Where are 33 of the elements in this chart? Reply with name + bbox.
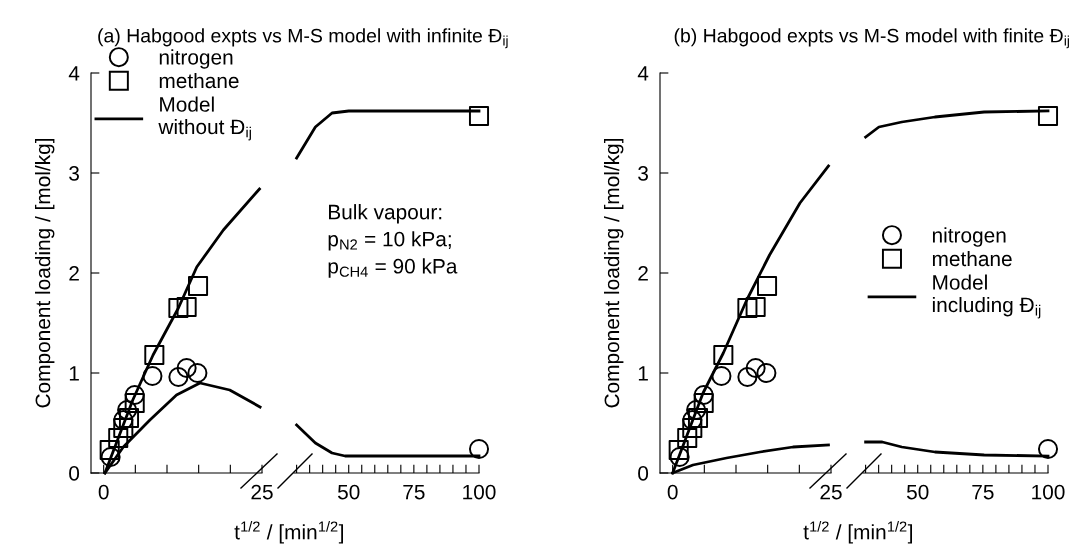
y-tick-label: 3 [69, 166, 79, 181]
legend-label: methane [159, 72, 239, 89]
y-axis-title: Component loading / [mol/kg] [603, 138, 624, 408]
text: Bulk vapour: p$_{N2}$ = 10 kPa; p$_{CH4}$ = 90 kPa [328, 204, 458, 278]
legend-label: methane [932, 250, 1012, 267]
text: (b) Habgood expts vs M-S model with finite Đ$_{ij}$ [674, 28, 1069, 49]
y-axis-title: Component loading / [mol/kg] [34, 138, 55, 408]
x-tick-label: 100 [1032, 484, 1065, 500]
x-tick-label: 100 [463, 484, 496, 500]
text: (a) Habgood expts vs M-S model with infinite Đ$_{ij}$ [98, 28, 508, 49]
legend-label: nitrogen [932, 227, 1006, 247]
x-tick-label: 75 [972, 484, 994, 500]
x-tick-label: 25 [820, 484, 842, 500]
y-tick-label: 0 [638, 466, 649, 481]
y-tick-label: 2 [638, 266, 648, 281]
y-tick-label: 2 [69, 266, 79, 281]
x-axis-title: t$^{1/2}$ / [min$^{1/2}$] [803, 521, 912, 544]
y-tick-label: 1 [69, 366, 79, 381]
x-tick-label: 0 [667, 484, 678, 500]
x-tick-label: 50 [906, 484, 929, 500]
y-tick-label: 3 [638, 166, 648, 181]
x-axis-title: t$^{1/2}$ / [min$^{1/2}$] [234, 521, 343, 544]
x-tick-label: 25 [251, 484, 273, 500]
y-tick-label: 4 [637, 66, 649, 81]
legend-label: Model including Đ$_{ij}$ [932, 274, 1041, 319]
x-tick-label: 0 [98, 484, 109, 500]
y-tick-label: 4 [68, 66, 80, 81]
x-tick-label: 50 [337, 484, 360, 500]
y-tick-label: 0 [69, 466, 80, 481]
legend-label: nitrogen [159, 49, 233, 69]
y-tick-label: 1 [638, 366, 648, 381]
x-tick-label: 75 [403, 484, 425, 500]
legend-label: Model without Đ$_{ij}$ [158, 96, 251, 141]
